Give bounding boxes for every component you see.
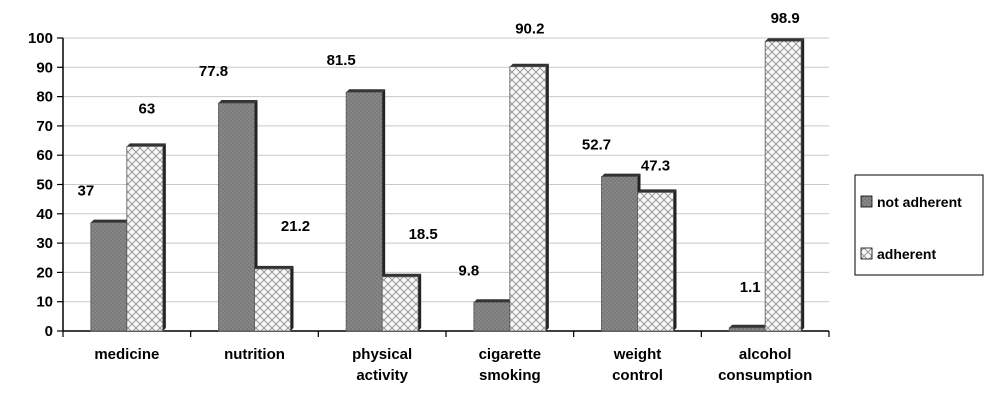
x-tick-label: nutrition	[224, 346, 285, 363]
bar-face	[218, 102, 255, 332]
bar-not-adherent	[218, 100, 258, 332]
bar-side	[290, 265, 294, 331]
x-tick-label: alcohol consumption	[718, 346, 812, 384]
y-tick-label: 40	[36, 206, 53, 223]
bar-side	[673, 189, 677, 331]
bar-top	[382, 273, 422, 277]
bar-face	[473, 301, 511, 332]
bar-top	[473, 299, 513, 303]
bar-not-adherent	[728, 324, 769, 332]
bar-face	[345, 91, 383, 332]
bar-face	[601, 176, 638, 332]
bar-adherent	[637, 189, 677, 332]
bar-side	[162, 143, 166, 331]
bar-top	[765, 38, 805, 42]
bar-adherent	[509, 63, 549, 332]
legend-entry: adherent	[877, 246, 936, 262]
x-tick-label: cigarette smoking	[479, 346, 542, 384]
bar-top	[509, 63, 549, 67]
data-label: 81.5	[327, 52, 356, 69]
axes: 0 10 20 30 40 50 60 70 80 90 100	[28, 30, 830, 340]
gridlines	[63, 37, 829, 303]
bar-adherent	[764, 38, 805, 332]
y-tick-label: 90	[36, 59, 53, 76]
bars	[90, 38, 805, 332]
y-tick-label: 20	[36, 264, 53, 281]
bar-face	[126, 146, 164, 332]
bar-face	[637, 192, 674, 332]
data-label: 63	[138, 100, 155, 117]
category-labels: medicine nutrition physical activity cigaret…	[94, 346, 812, 384]
y-tick-label: 10	[36, 294, 53, 311]
bar-top	[729, 324, 769, 328]
y-tick-label: 100	[28, 30, 53, 47]
bar-top	[126, 143, 166, 147]
bar-adherent	[254, 265, 294, 332]
legend-entry: not adherent	[877, 194, 962, 210]
data-label: 77.8	[199, 63, 228, 80]
data-label: 21.2	[281, 218, 310, 235]
bar-side	[382, 89, 386, 331]
data-label: 90.2	[515, 21, 544, 38]
bar-not-adherent	[345, 89, 386, 332]
bar-top	[218, 100, 258, 104]
legend: not adherent adherent	[854, 174, 984, 276]
y-tick-label: 70	[36, 118, 53, 135]
bar-face	[509, 66, 547, 332]
legend-swatch	[860, 195, 873, 208]
bar-side	[545, 63, 549, 332]
bar-top	[601, 173, 641, 177]
bar-not-adherent	[473, 299, 513, 332]
x-tick-label: weight control	[612, 346, 663, 384]
data-labels: 37 63 77.8 21.2 81.5 18.5 9.8 90.2 52.7 47.3 1.1 98…	[77, 10, 799, 296]
y-tick-label: 0	[45, 323, 53, 340]
bar-adherent	[126, 143, 166, 332]
data-label: 47.3	[641, 157, 670, 174]
bar-top	[637, 189, 677, 193]
bar-side	[801, 38, 805, 332]
bar-not-adherent	[90, 219, 130, 332]
data-label: 9.8	[458, 262, 479, 279]
bar-face	[764, 40, 802, 332]
bar-side	[418, 273, 422, 331]
x-tick-label: medicine	[94, 346, 159, 363]
bar-top	[346, 89, 386, 93]
data-label: 37	[77, 183, 94, 200]
y-tick-label: 60	[36, 147, 53, 164]
bar-adherent	[381, 273, 422, 332]
bar-face	[254, 268, 291, 332]
bar-top	[90, 219, 130, 223]
data-label: 52.7	[582, 137, 611, 154]
x-tick-label: physical activity	[352, 346, 412, 384]
y-tick-label: 30	[36, 235, 53, 252]
data-label: 18.5	[409, 226, 438, 243]
data-label: 98.9	[771, 10, 800, 27]
y-tick-label: 50	[36, 177, 53, 194]
legend-box	[854, 174, 984, 276]
legend-swatch	[860, 247, 873, 260]
bar-face	[90, 222, 128, 332]
bar-top	[254, 265, 294, 269]
data-label: 1.1	[740, 279, 761, 296]
bar-face	[381, 276, 419, 332]
bar-not-adherent	[601, 173, 641, 332]
y-tick-label: 80	[36, 89, 53, 106]
bar-face	[728, 327, 766, 332]
